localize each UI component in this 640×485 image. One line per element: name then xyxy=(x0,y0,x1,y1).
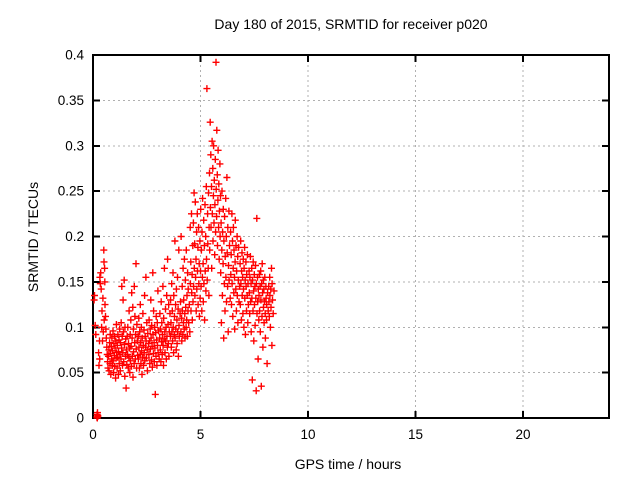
tick-labels: 0 5 10 15 20 0 0.05 0.1 0.15 0.2 0.25 0.3 0.35 0.4 xyxy=(58,48,531,443)
y-tick-label: 0.35 xyxy=(58,93,84,108)
y-tick-label: 0.15 xyxy=(58,274,84,289)
y-tick-label: 0.4 xyxy=(65,48,84,63)
y-tick-label: 0 xyxy=(76,411,84,426)
x-tick-label: 20 xyxy=(515,427,530,442)
x-tick-label: 10 xyxy=(300,427,315,442)
x-tick-label: 5 xyxy=(197,427,205,442)
y-tick-label: 0.3 xyxy=(65,138,84,153)
y-tick-label: 0.05 xyxy=(58,365,84,380)
x-axis-label: GPS time / hours xyxy=(295,456,402,472)
plot-border xyxy=(92,54,610,419)
chart-title: Day 180 of 2015, SRMTID for receiver p02… xyxy=(214,16,487,32)
scatter-series xyxy=(90,58,278,422)
y-axis-label: SRMTID / TECUs xyxy=(25,182,41,292)
y-tick-label: 0.2 xyxy=(65,229,84,244)
y-tick-label: 0.25 xyxy=(58,184,84,199)
axis-ticks xyxy=(92,54,609,419)
x-tick-label: 0 xyxy=(89,427,97,442)
data-points-layer xyxy=(90,58,278,422)
gridlines xyxy=(93,55,609,418)
x-tick-label: 15 xyxy=(408,427,423,442)
y-tick-label: 0.1 xyxy=(65,320,84,335)
